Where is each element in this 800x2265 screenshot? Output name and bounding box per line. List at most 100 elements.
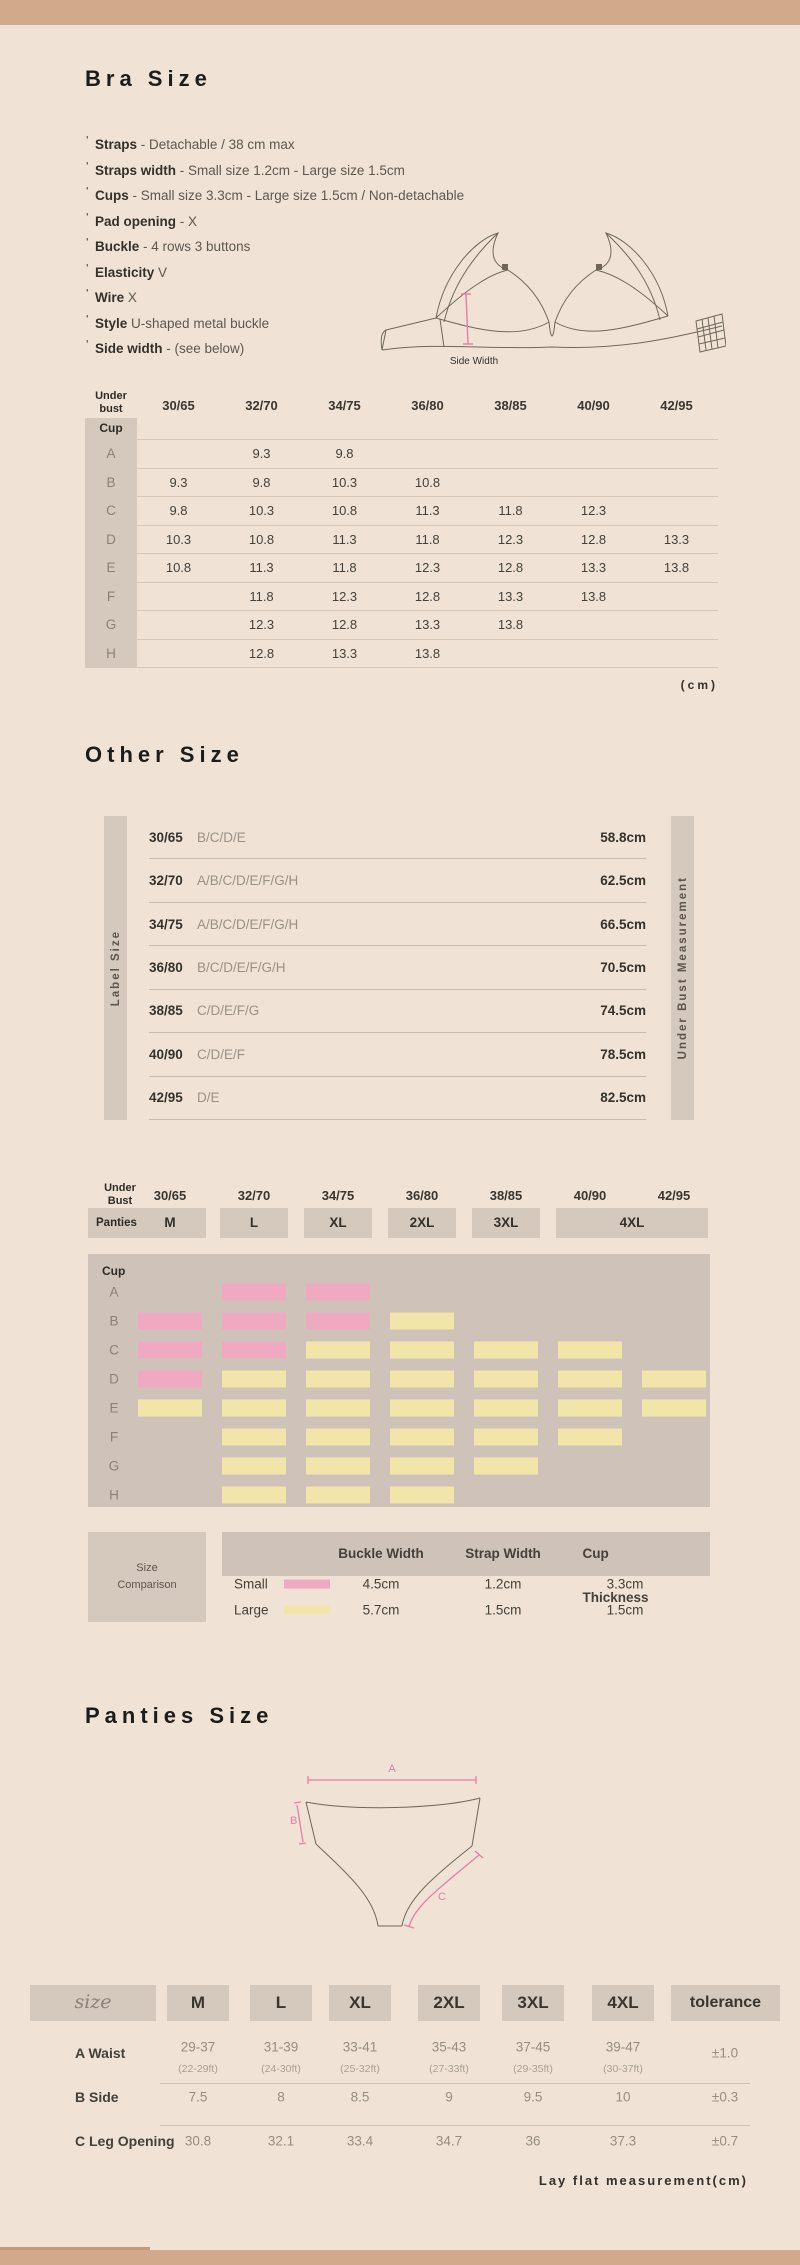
legend-column-header: Strap Width: [465, 1546, 541, 1561]
legend-value: 3.3cm: [606, 1576, 644, 1592]
measurement-subvalue: (27-33ft): [429, 2063, 469, 2075]
matrix-cup-label: E: [109, 1400, 119, 1416]
bra-table-cell: 13.3: [469, 583, 552, 611]
bra-table-cell: 10.8: [386, 469, 469, 497]
bra-table-cell: 11.3: [303, 526, 386, 554]
matrix-size-bar: [222, 1370, 286, 1388]
measurement-value: 7.5: [188, 2089, 208, 2105]
legend-value: 4.5cm: [362, 1576, 400, 1592]
panties-size-box: 3XL: [472, 1208, 540, 1238]
lay-flat-footnote: Lay flat measurement(cm): [538, 2173, 748, 2188]
measurement-value: 33-41: [342, 2039, 378, 2055]
other-size-cups: B/C/D/E: [197, 829, 246, 845]
measurement-subvalue: (22-29ft): [178, 2063, 218, 2075]
bra-table-cell: [469, 640, 552, 668]
match-column-header: 30/65: [153, 1188, 187, 1203]
bra-table-cell: 12.8: [469, 554, 552, 583]
bra-table-cell: [552, 469, 635, 497]
measurement-value: 8: [277, 2089, 285, 2105]
measurement-subvalue: (29-35ft): [513, 2063, 553, 2075]
bra-table-cell: 12.3: [386, 554, 469, 583]
measurement-value: 34.7: [435, 2133, 463, 2149]
bra-table-cell: [552, 640, 635, 668]
panties-size-box: L: [220, 1208, 288, 1238]
bottom-divider-bar: [0, 2250, 800, 2265]
panties-size-value: 2XL: [409, 1215, 435, 1230]
bra-table-cell: 13.8: [469, 611, 552, 640]
bra-table-cell: 11.3: [220, 554, 303, 583]
bra-table-cell: [137, 640, 220, 668]
bra-table-cell: 10.3: [137, 526, 220, 554]
feature-label: Wire: [95, 290, 125, 305]
matrix-size-bar: [390, 1486, 454, 1504]
panties-illustration: A B C: [290, 1763, 484, 1929]
matrix-size-bar: [474, 1399, 538, 1417]
matrix-cup-label: H: [109, 1487, 119, 1503]
bra-size-table: Under bust 30/65 32/70 34/75 36/80 38/85 40/90…: [85, 388, 718, 668]
bra-table-cell: 13.8: [552, 583, 635, 611]
side-annotation-label: B: [290, 1815, 297, 1827]
bra-table-cell: 12.3: [469, 526, 552, 554]
bra-table-header-underline: [635, 418, 718, 440]
panties-size-value: M: [164, 1215, 176, 1230]
bra-table-cup-label: H: [85, 639, 137, 668]
size-column-header: 2XL: [418, 1985, 480, 2021]
bra-feature-item: ˈ Cups - Small size 3.3cm - Large size 1.…: [85, 185, 464, 214]
bra-table-cell: 10.8: [303, 497, 386, 526]
size-column-header: 3XL: [502, 1985, 564, 2021]
bra-table-cell: 12.3: [303, 583, 386, 611]
panties-size-box: 4XL: [556, 1208, 708, 1238]
bra-table-cell: 9.3: [137, 469, 220, 497]
other-size-measurement: 58.8cm: [600, 829, 646, 845]
measurement-value: 29-37: [180, 2039, 216, 2055]
size-column-header: L: [250, 1985, 312, 2021]
matrix-size-bar: [306, 1312, 370, 1330]
matrix-cup-label: A: [109, 1284, 119, 1300]
bra-table-cell: 10.3: [220, 497, 303, 526]
matrix-size-bar: [138, 1370, 202, 1388]
feature-value: - Detachable / 38 cm max: [137, 137, 295, 152]
feature-value: V: [154, 264, 168, 280]
matrix-size-bar: [474, 1457, 538, 1475]
bullet-icon: ˈ: [85, 210, 90, 226]
feature-label: Straps: [95, 137, 138, 152]
match-column-header: 32/70: [237, 1188, 271, 1203]
matrix-size-bar: [138, 1399, 202, 1417]
bra-table-cell: 12.3: [220, 611, 303, 640]
bra-table-cell: 12.3: [552, 497, 635, 526]
bra-table-cell: 12.8: [552, 526, 635, 554]
measurement-row-label: C Leg Opening: [75, 2133, 175, 2149]
feature-label: Style: [95, 315, 128, 331]
other-size-cups: C/D/E/F: [197, 1046, 246, 1062]
bra-table-cell: [469, 440, 552, 469]
panties-size-box: 2XL: [388, 1208, 456, 1238]
match-column-header: 40/90: [573, 1188, 607, 1203]
bra-table-cell: [635, 611, 718, 640]
matrix-size-bar: [306, 1341, 370, 1359]
matrix-size-bar: [474, 1341, 538, 1359]
matrix-size-bar: [222, 1341, 286, 1359]
bra-feature-item: ˈ Pad opening - X: [85, 210, 464, 240]
bra-table-cell: 13.8: [386, 640, 469, 668]
tolerance-value: ±0.7: [711, 2133, 739, 2149]
matrix-size-bar: [222, 1283, 286, 1301]
other-size-row: 34/75 A/B/C/D/E/F/G/H 66.5cm: [149, 903, 646, 947]
cup-match-panel: Cup A B C D E F G H: [88, 1254, 710, 1507]
bra-feature-item: ˈ Wire X: [85, 287, 464, 316]
matrix-size-bar: [306, 1283, 370, 1301]
legend-row-name: Small: [234, 1576, 268, 1592]
other-size-measurement: 62.5cm: [600, 873, 646, 889]
measurement-value: 39-47: [605, 2039, 641, 2055]
other-size-label: 36/80: [149, 959, 183, 975]
bra-feature-item: ˈ Elasticity V: [85, 262, 464, 291]
label-size-axis: Label Size: [104, 816, 127, 1120]
bra-table-cell: 10.8: [137, 554, 220, 583]
other-size-row: 38/85 C/D/E/F/G 74.5cm: [149, 990, 646, 1034]
leg-annotation-label: C: [438, 1891, 446, 1903]
panties-measurement-table: size tolerance Lay flat measurement(cm) …: [30, 1985, 780, 2195]
cup-column-header: Cup: [102, 1264, 126, 1278]
bra-table-cell: 13.3: [552, 554, 635, 583]
bra-table-cell: 10.3: [303, 469, 386, 497]
matrix-size-bar: [390, 1341, 454, 1359]
